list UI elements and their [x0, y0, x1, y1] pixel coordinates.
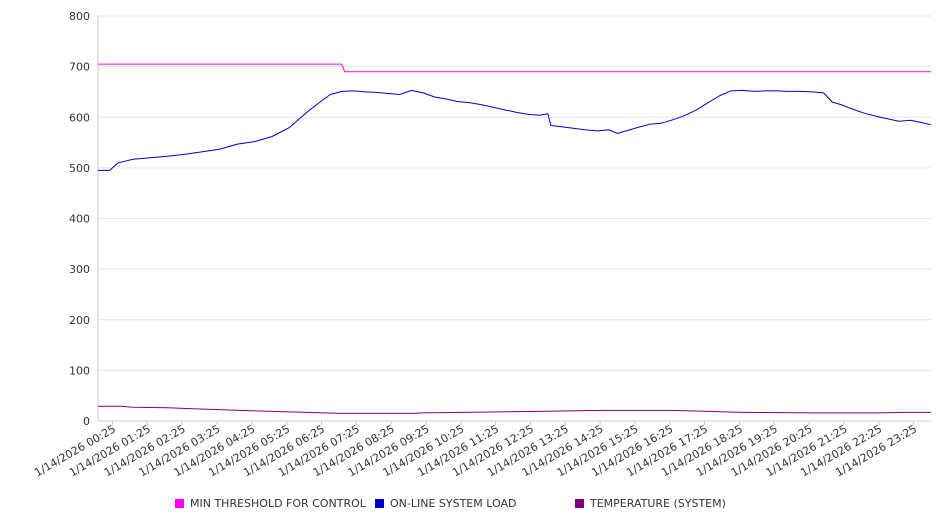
y-axis-ticks: 0 100 200 300 400 500 600 700 800 [69, 10, 90, 428]
legend-label: MIN THRESHOLD FOR CONTROL [190, 497, 366, 510]
series-line-2[interactable] [98, 405, 931, 414]
legend-swatch [375, 499, 384, 508]
y-tick-label: 800 [69, 10, 90, 23]
y-tick-label: 300 [69, 263, 90, 276]
y-tick-label: 400 [69, 213, 90, 226]
y-tick-label: 500 [69, 162, 90, 175]
series-line-1[interactable] [98, 89, 932, 171]
y-tick-label: 200 [69, 314, 90, 327]
legend-item-system-load[interactable]: ON-LINE SYSTEM LOAD [375, 497, 516, 510]
y-tick-label: 0 [83, 415, 90, 428]
legend-label: TEMPERATURE (SYSTEM) [590, 497, 726, 510]
legend-item-temperature[interactable]: TEMPERATURE (SYSTEM) [575, 497, 726, 510]
x-axis-ticks: 1/14/2026 00:251/14/2026 01:251/14/2026 … [32, 421, 919, 479]
y-tick-label: 100 [69, 364, 90, 377]
y-tick-label: 600 [69, 111, 90, 124]
legend-swatch [575, 499, 584, 508]
series-line-0[interactable] [98, 63, 931, 73]
legend-swatch [175, 499, 184, 508]
legend-label: ON-LINE SYSTEM LOAD [390, 497, 517, 510]
y-tick-label: 700 [69, 61, 90, 74]
gridlines [98, 15, 931, 371]
legend-item-min-threshold[interactable]: MIN THRESHOLD FOR CONTROL [175, 497, 366, 510]
legend: MIN THRESHOLD FOR CONTROL ON-LINE SYSTEM… [0, 497, 946, 515]
series-lines [98, 63, 932, 414]
